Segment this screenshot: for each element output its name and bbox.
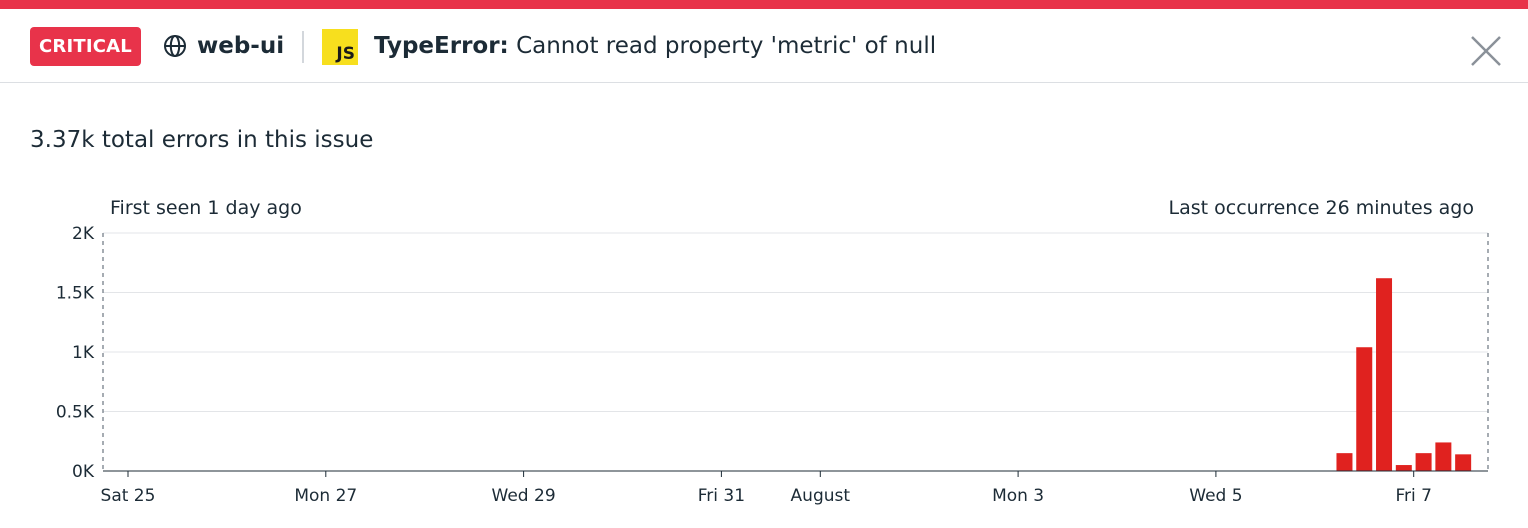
error-type: TypeError: [374,33,509,59]
x-tick-label: Mon 27 [294,486,357,506]
bar [1356,347,1373,471]
bar [1336,453,1353,471]
x-tick-label: Fri 7 [1395,486,1431,506]
bar [1435,442,1452,471]
issue-header: CRITICAL web-ui JS TypeError: Cannot rea… [0,9,1528,83]
first-seen-label: First seen 1 day ago [110,197,302,219]
close-icon[interactable] [1468,33,1504,69]
bar [1455,454,1472,471]
error-message: Cannot read property 'metric' of null [516,33,937,59]
y-tick-label: 1K [72,343,95,363]
header-divider [302,31,304,63]
bar [1415,453,1432,471]
x-tick-label: Mon 3 [992,486,1044,506]
x-tick-label: Fri 31 [698,486,745,506]
bar [1395,465,1412,471]
y-tick-label: 1.5K [56,284,95,304]
severity-badge: CRITICAL [30,27,141,66]
x-tick-label: August [791,486,851,506]
y-tick-label: 0K [72,462,95,482]
bar [1376,278,1393,471]
js-icon-label: JS [336,44,355,64]
severity-color-bar [0,0,1528,9]
globe-icon [164,35,186,57]
x-tick-label: Wed 5 [1189,486,1242,506]
error-title: TypeError: Cannot read property 'metric'… [374,30,936,62]
y-tick-label: 0.5K [56,403,95,423]
service-name[interactable]: web-ui [197,33,285,59]
x-tick-label: Sat 25 [101,486,156,506]
y-tick-label: 2K [72,224,95,244]
js-icon: JS [322,29,358,65]
last-occurrence-label: Last occurrence 26 minutes ago [1168,197,1474,219]
total-errors-summary: 3.37k total errors in this issue [30,127,374,153]
x-tick-label: Wed 29 [492,486,556,506]
